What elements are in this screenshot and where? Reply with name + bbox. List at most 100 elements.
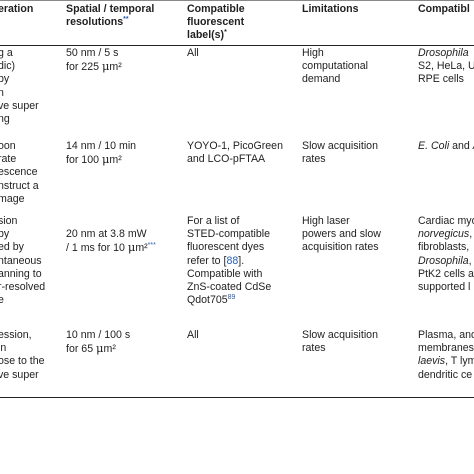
footnote-mark: ***	[147, 242, 156, 250]
cell-line: powers and slow	[302, 228, 381, 241]
cell-line: for 65 μm²	[66, 342, 130, 356]
cell-line: for 225 μm²	[66, 60, 122, 74]
cell-text: for 225	[66, 61, 102, 74]
header-labels: Compatible fluorescent label(s)*	[187, 3, 245, 43]
header-labels-footnote-mark: *	[224, 29, 227, 37]
cell-line: dic)	[0, 60, 16, 73]
cell-line: Qdot70589	[187, 294, 271, 307]
header-resolution-line2-text: resolutions	[66, 16, 124, 29]
species-name: laevis	[418, 355, 446, 368]
row3-compatible: Cardiac myo norvegicus, fibroblasts, Dro…	[418, 215, 474, 294]
header-compatible: Compatibl	[418, 3, 470, 16]
table-top-rule	[0, 0, 474, 1]
cell-line: ntaneous	[0, 254, 42, 267]
unit-text: m²	[109, 61, 122, 74]
cell-line: acquisition rates	[302, 241, 379, 254]
table-bottom-rule	[0, 397, 474, 398]
cell-text: , I	[468, 254, 474, 267]
cell-line: PtK2 cells a	[418, 267, 474, 280]
species-name: norvegicus	[418, 228, 470, 241]
cell-line: 10 nm / 100 s	[66, 329, 131, 341]
header-labels-line1: Compatible	[187, 3, 245, 15]
cell-line: laevis, T lym	[418, 355, 474, 368]
cell-line: 14 nm / 10 min	[66, 140, 137, 152]
cell-line: norvegicus,	[418, 228, 474, 241]
cell-text: , T lym	[445, 355, 474, 368]
cell-line: for 100 μm²	[66, 153, 136, 167]
cell-line: Cardiac myo	[418, 215, 474, 227]
cell-line: e	[0, 294, 4, 307]
header-resolution-line2: resolutions**	[66, 16, 154, 29]
mu-symbol: μ	[101, 152, 110, 167]
cell-line: Slow acquisition	[302, 140, 378, 152]
cell-line: escence	[0, 166, 38, 179]
cell-line: S2, HeLa, U	[418, 60, 474, 73]
row1-labels: All	[187, 47, 199, 60]
cell-line: / 1 ms for 10 μm²***	[66, 241, 156, 255]
cell-line: n	[0, 86, 4, 99]
cell-line: RPE cells	[418, 73, 464, 86]
row3-operation: sion by ed by ntaneous anning to r-resol…	[0, 215, 45, 307]
cell-line: rate	[0, 153, 17, 166]
cell-text: and	[449, 140, 473, 152]
cell-text: ].	[238, 254, 245, 267]
cell-line: E. Coli and A	[418, 140, 474, 153]
cell-line: rates	[302, 342, 326, 355]
unit-text: m²	[109, 154, 122, 167]
cell-line: 50 nm / 5 s	[66, 47, 119, 59]
row4-compatible: Plasma, and membranes laevis, T lym dend…	[418, 329, 474, 382]
cell-line: High	[302, 47, 324, 59]
reference-superscript[interactable]: 89	[227, 294, 236, 302]
cell-line: All	[187, 47, 199, 59]
row1-limitations: High computational demand	[302, 47, 368, 87]
species-name: Drosophila	[418, 47, 469, 59]
row1-compatible: Drosophila S2, HeLa, U RPE cells	[418, 47, 474, 87]
species-name-cut: A	[473, 140, 474, 152]
species-name: Drosophila	[418, 254, 469, 267]
row3-labels: For a list of STED-compatible fluorescen…	[187, 215, 271, 307]
header-resolution-line1: Spatial / temporal	[66, 3, 155, 15]
cell-line: STED-compatible	[187, 228, 271, 241]
cell-line: fluorescent dyes	[187, 241, 265, 254]
header-labels-line2: fluorescent	[187, 16, 245, 29]
header-limitations-text: Limitations	[302, 3, 359, 15]
cell-line: rates	[302, 153, 326, 166]
row4-operation: ession, in ose to the ve super	[0, 329, 45, 382]
cell-line: refer to [88].	[187, 255, 271, 268]
cell-line: All	[187, 329, 199, 341]
cell-line: mage	[0, 192, 25, 205]
header-compatible-text: Compatibl	[418, 3, 470, 15]
row2-labels: YOYO-1, PicoGreen and LCO-pFTAA	[187, 140, 283, 166]
cell-line: sion	[0, 215, 18, 227]
cell-line: dendritic ce	[418, 368, 473, 381]
header-resolution: Spatial / temporal resolutions**	[66, 3, 154, 29]
cell-text: for 100	[66, 154, 102, 167]
cell-line: oon	[0, 140, 16, 152]
row2-compatible: E. Coli and A	[418, 140, 474, 153]
cell-line: Compatible with	[187, 267, 263, 280]
cell-line: r-resolved	[0, 281, 46, 294]
cell-line: Drosophila, I	[418, 255, 474, 268]
cell-line: ession,	[0, 329, 32, 341]
cell-line: ve super	[0, 99, 39, 112]
cell-text: Qdot705	[187, 294, 228, 307]
cell-line: High laser	[302, 215, 350, 227]
row3-resolution: 20 nm at 3.8 mW / 1 ms for 10 μm²***	[66, 228, 156, 255]
unit-text: m²	[135, 242, 148, 255]
header-limitations: Limitations	[302, 3, 359, 16]
cell-line: 20 nm at 3.8 mW	[66, 228, 147, 240]
cell-line: by	[0, 73, 10, 86]
cell-line: ose to the	[0, 355, 45, 368]
mu-symbol: μ	[101, 59, 110, 74]
cell-text: / 1 ms for 10	[66, 242, 128, 255]
header-resolution-footnote-mark: **	[123, 16, 129, 24]
row2-operation: oon rate escence nstruct a mage	[0, 140, 39, 206]
reference-link[interactable]: 88	[226, 254, 239, 267]
header-operation-text: eration	[0, 3, 34, 15]
cell-text: refer to [	[187, 254, 227, 267]
mu-symbol: μ	[96, 341, 104, 356]
row3-limitations: High laser powers and slow acquisition r…	[302, 215, 381, 255]
cell-line: Plasma, and	[418, 329, 474, 341]
row4-resolution: 10 nm / 100 s for 65 μm²	[66, 329, 130, 356]
